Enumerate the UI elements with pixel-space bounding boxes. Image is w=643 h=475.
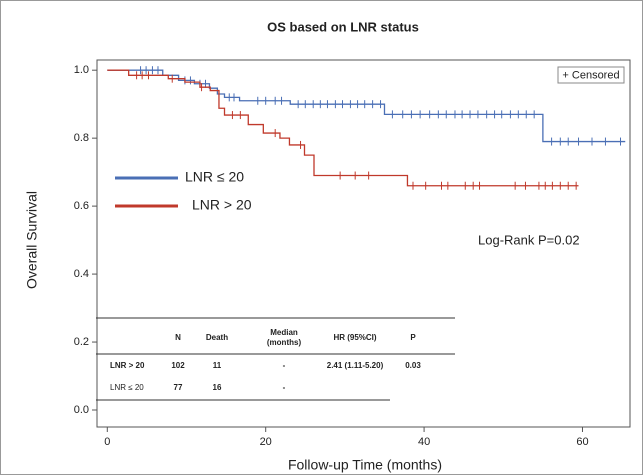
plot-frame bbox=[96, 59, 631, 428]
table-header: HR (95%CI) bbox=[333, 333, 376, 342]
x-tick-label: 60 bbox=[576, 436, 588, 448]
table-cell: 2.41 (1.11-5.20) bbox=[327, 361, 384, 370]
table-header: P bbox=[410, 333, 416, 342]
x-axis-label: Follow-up Time (months) bbox=[288, 457, 442, 473]
y-tick-label: 0.6 bbox=[74, 200, 89, 212]
y-tick-label: 1.0 bbox=[74, 64, 89, 76]
y-axis-label: Overall Survival bbox=[24, 191, 40, 289]
censor-legend-box bbox=[557, 66, 625, 84]
y-tick-label: 0.2 bbox=[74, 336, 89, 348]
x-tick-label: 40 bbox=[418, 436, 430, 448]
table-header: Death bbox=[206, 333, 228, 342]
table-row-label: LNR > 20 bbox=[110, 361, 145, 370]
table-cell: - bbox=[283, 383, 286, 392]
survival-curve bbox=[107, 69, 626, 143]
censor-legend: + Censored bbox=[562, 69, 619, 81]
table-cell: 0.03 bbox=[405, 361, 421, 370]
table-header: N bbox=[175, 333, 181, 342]
table-cell: - bbox=[283, 361, 286, 370]
legend-label: LNR ≤ 20 bbox=[185, 169, 244, 185]
y-tick-label: 0.8 bbox=[74, 132, 89, 144]
table-cell: 77 bbox=[174, 383, 183, 392]
table-cell: 16 bbox=[213, 383, 222, 392]
survival-curve bbox=[107, 69, 579, 187]
x-tick-label: 0 bbox=[104, 436, 110, 448]
table-cell: 11 bbox=[213, 361, 222, 370]
y-tick-label: 0.0 bbox=[74, 404, 89, 416]
x-tick-label: 20 bbox=[260, 436, 272, 448]
table-header: Median bbox=[270, 328, 298, 337]
table-header: (months) bbox=[267, 338, 302, 347]
chart-title: OS based on LNR status bbox=[267, 19, 419, 34]
legend-label: LNR > 20 bbox=[192, 197, 252, 213]
table-cell: 102 bbox=[171, 361, 185, 370]
y-tick-label: 0.4 bbox=[74, 268, 89, 280]
annotation: Log-Rank P=0.02 bbox=[478, 232, 580, 247]
table-row-label: LNR ≤ 20 bbox=[110, 383, 144, 392]
